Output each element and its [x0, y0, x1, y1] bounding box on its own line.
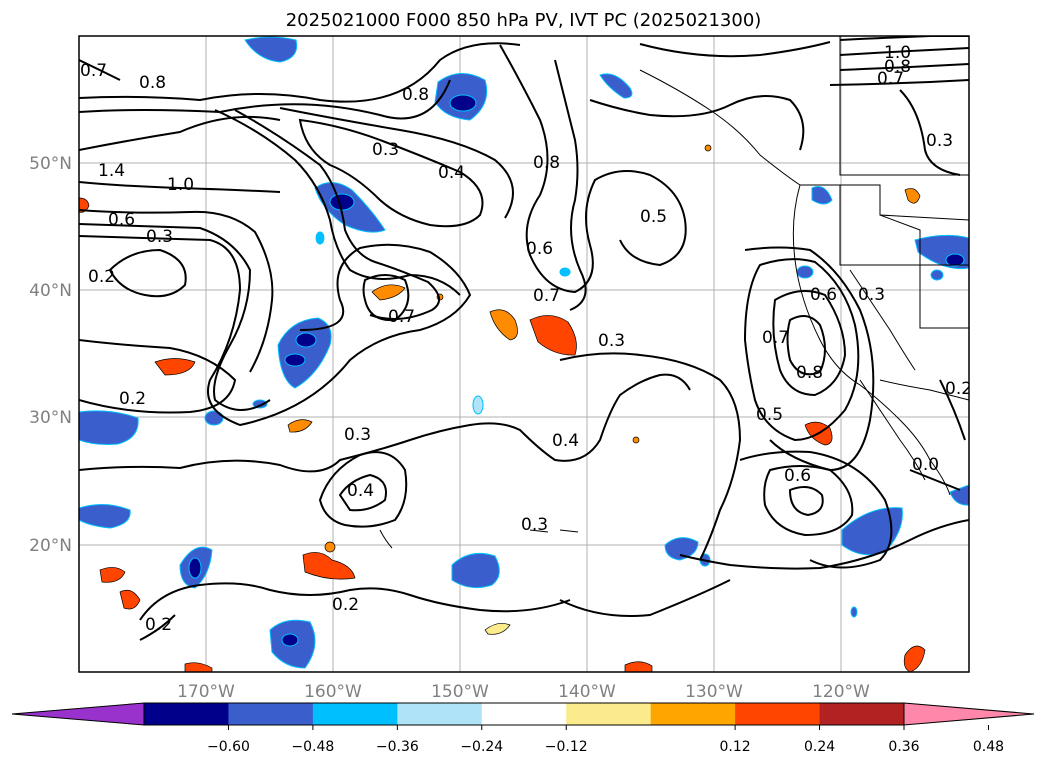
contour-label: 1.4: [98, 161, 125, 181]
colorbar-tick-label: 0.12: [720, 739, 751, 755]
contour-label: 0.5: [640, 207, 667, 227]
pv-positive-fills: [79, 144, 926, 672]
colorbar-segment: [566, 703, 652, 725]
contour-label: 0.2: [88, 267, 115, 287]
contour-label: 0.7: [762, 328, 789, 348]
colorbar-extend-high: [903, 702, 1035, 726]
colorbar-segment: [481, 703, 567, 725]
contour-label: 0.7: [80, 61, 107, 81]
colorbar-tick-label: 0.24: [804, 739, 835, 755]
contour-label: 0.3: [344, 425, 371, 445]
colorbar-tick-label: −0.36: [376, 739, 419, 755]
contour-label: 0.7: [388, 307, 415, 327]
contour-label: 0.2: [945, 379, 972, 399]
map-title: 2025021000 F000 850 hPa PV, IVT PC (2025…: [285, 10, 762, 31]
contour-label: 0.3: [858, 285, 885, 305]
contour-label: 0.3: [372, 140, 399, 160]
contour-label: 1.0: [884, 43, 911, 63]
contour-label: 0.7: [533, 286, 560, 306]
colorbar: −0.60 −0.48 −0.36 −0.24 −0.12 0.12 0.24 0.36 0.4…: [11, 702, 1035, 755]
contour-label: 0.8: [884, 57, 911, 77]
lat-labels: 50°N 40°N 30°N 20°N: [29, 154, 72, 556]
colorbar-segments: [144, 703, 905, 725]
contour-label: 0.8: [139, 73, 166, 93]
contour-label: 0.8: [796, 363, 823, 383]
contour-label: 0.6: [810, 285, 837, 305]
contour-label: 0.4: [347, 481, 374, 501]
colorbar-segment: [735, 703, 821, 725]
ivt-contours: [79, 36, 969, 641]
colorbar-ticks: −0.60 −0.48 −0.36 −0.24 −0.12 0.12 0.24 0.36 0.4…: [207, 725, 1004, 755]
colorbar-segment: [312, 703, 398, 725]
map-area: 0.7 0.8 0.8 1.0 0.8 0.7 0.3 0.3 0.4 0.8 …: [79, 36, 972, 672]
colorbar-segment: [228, 703, 314, 725]
lon-label: 130°W: [685, 682, 743, 702]
colorbar-tick-label: −0.48: [291, 739, 334, 755]
gridlines: [79, 36, 969, 672]
lon-label: 140°W: [558, 682, 616, 702]
contour-label: 0.2: [332, 595, 359, 615]
contour-label: 0.8: [402, 85, 429, 105]
lat-label: 30°N: [29, 408, 72, 428]
contour-label: 0.6: [784, 466, 811, 486]
lon-label: 120°W: [812, 682, 870, 702]
lon-labels: 170°W 160°W 150°W 140°W 130°W 120°W: [177, 682, 870, 702]
colorbar-tick-label: −0.24: [460, 739, 503, 755]
contour-label: 0.6: [526, 239, 553, 259]
contour-label: 0.0: [912, 455, 939, 475]
contour-label: 0.8: [533, 153, 560, 173]
colorbar-extend-low: [11, 702, 145, 726]
contour-label: 0.2: [119, 389, 146, 409]
contour-labels: 0.7 0.8 0.8 1.0 0.8 0.7 0.3 0.3 0.4 0.8 …: [80, 43, 972, 635]
contour-label: 1.0: [167, 175, 194, 195]
colorbar-frame: [143, 702, 905, 726]
lon-label: 150°W: [431, 682, 489, 702]
colorbar-segment: [819, 703, 905, 725]
contour-label: 0.3: [598, 331, 625, 351]
colorbar-segment: [650, 703, 736, 725]
colorbar-segment: [144, 703, 229, 725]
contour-label: 0.3: [146, 227, 173, 247]
colorbar-tick-label: −0.60: [207, 739, 250, 755]
lon-label: 170°W: [177, 682, 235, 702]
colorbar-tick-label: 0.48: [973, 739, 1004, 755]
map-frame: [78, 35, 970, 673]
colorbar-tick-label: −0.12: [545, 739, 588, 755]
contour-label: 0.6: [108, 210, 135, 230]
contour-label: 0.4: [552, 431, 579, 451]
lon-label: 160°W: [304, 682, 362, 702]
contour-label: 0.7: [877, 69, 904, 89]
contour-label: 0.2: [145, 615, 172, 635]
colorbar-tick-label: 0.36: [888, 739, 919, 755]
lat-label: 50°N: [29, 154, 72, 174]
pv-negative-fills: [79, 36, 969, 669]
contour-label: 0.5: [756, 405, 783, 425]
lat-label: 40°N: [29, 281, 72, 301]
colorbar-segment: [397, 703, 483, 725]
contour-label: 0.3: [926, 131, 953, 151]
contour-label: 0.3: [521, 515, 548, 535]
lat-label: 20°N: [29, 536, 72, 556]
contour-label: 0.4: [438, 163, 465, 183]
coastlines: [379, 36, 969, 549]
